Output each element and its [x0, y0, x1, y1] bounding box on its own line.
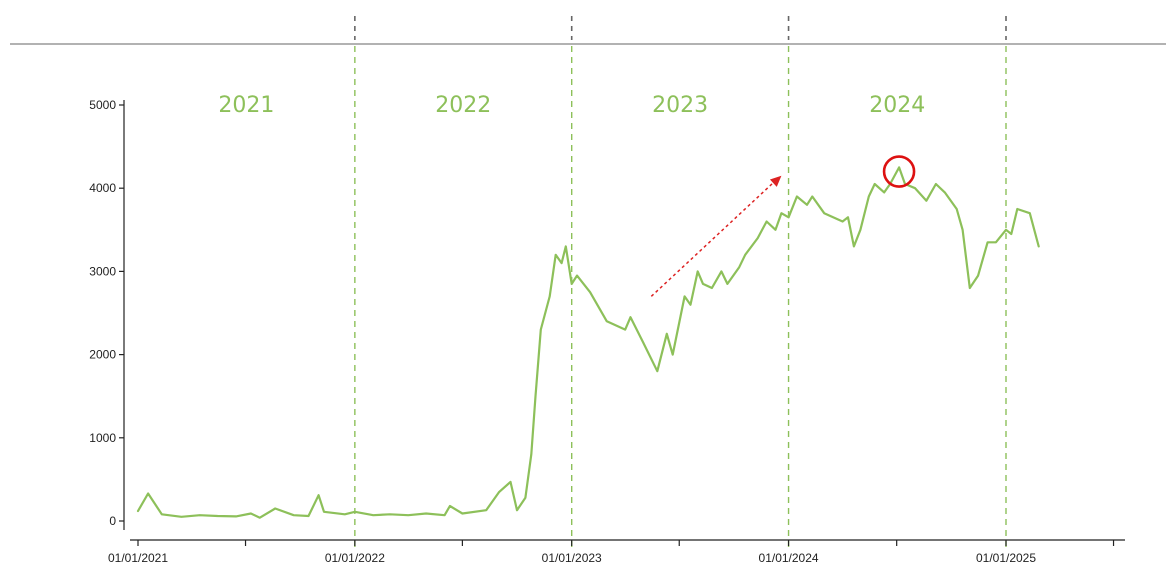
y-tick-label: 5000	[89, 98, 116, 112]
peak-highlight-circle	[882, 155, 916, 188]
x-tick-label: 01/01/2023	[542, 551, 602, 565]
y-axis: 0 1000 2000 3000 4000 5000	[89, 98, 125, 530]
x-tick-label: 01/01/2022	[325, 551, 385, 565]
annotations	[650, 155, 916, 297]
x-tick-label: 01/01/2021	[108, 551, 168, 565]
x-tick-label: 01/01/2025	[976, 551, 1036, 565]
y-tick-label: 0	[109, 514, 116, 528]
year-labels: 2021 2022 2023 2024	[218, 93, 925, 118]
year-label: 2021	[218, 93, 274, 118]
y-tick-label: 2000	[89, 348, 116, 362]
year-boundaries	[354, 16, 1007, 552]
x-axis: 01/01/2021 01/01/2022 01/01/2023 01/01/2024…	[108, 539, 1125, 565]
y-tick-label: 4000	[89, 181, 116, 195]
year-label: 2022	[435, 93, 491, 118]
x-tick-label: 01/01/2024	[759, 551, 819, 565]
series-line	[136, 166, 1040, 519]
trend-arrow-head	[769, 175, 782, 187]
trend-arrow-line	[650, 180, 776, 297]
series-group	[136, 166, 1040, 519]
year-label: 2023	[652, 93, 708, 118]
y-tick-label: 1000	[89, 431, 116, 445]
y-tick-label: 3000	[89, 264, 116, 278]
year-label: 2024	[869, 93, 925, 118]
